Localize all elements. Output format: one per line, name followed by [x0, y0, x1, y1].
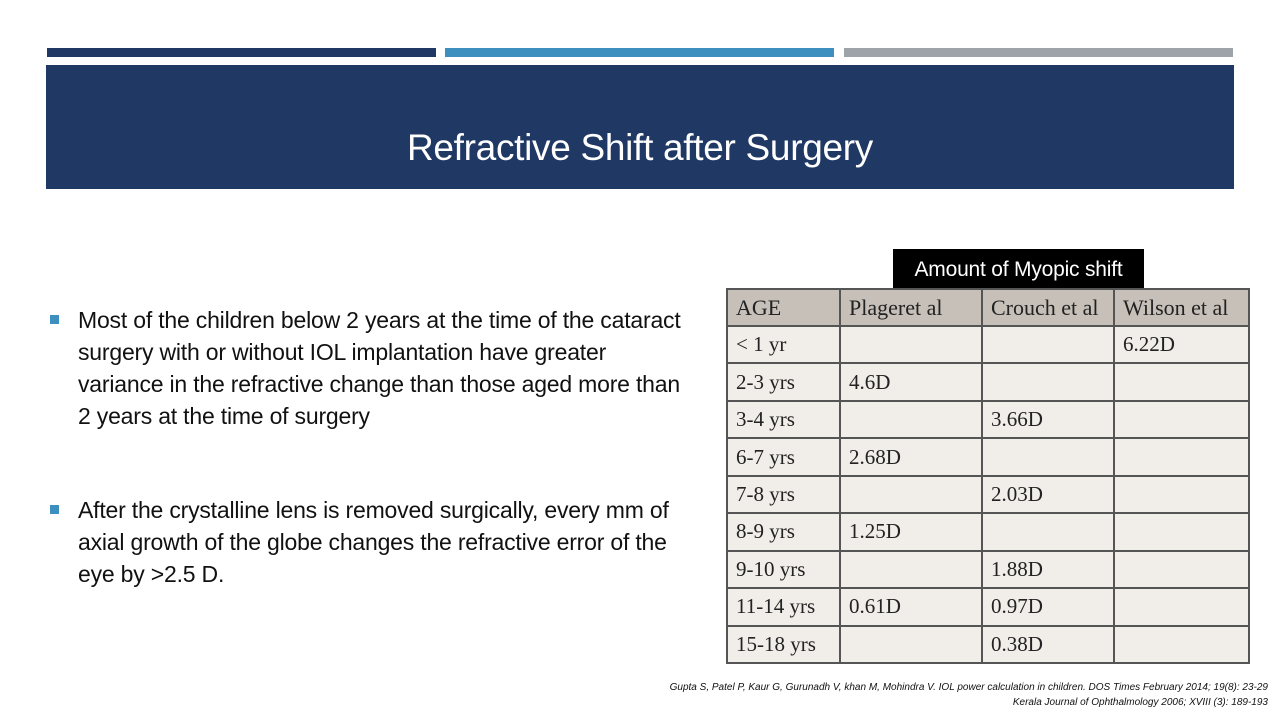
table-cell	[981, 437, 1115, 477]
table-cell	[1113, 587, 1250, 627]
table-cell: 2.03D	[981, 474, 1115, 515]
header-crouch: Crouch et al	[981, 288, 1115, 327]
table-cell: 0.97D	[981, 587, 1115, 627]
reference-line: Gupta S, Patel P, Kaur G, Gurunadh V, kh…	[669, 682, 1268, 693]
table-cell	[1113, 437, 1250, 477]
table-cell	[839, 549, 983, 590]
table-cell	[839, 399, 983, 440]
table-cell	[981, 512, 1115, 552]
bullet-square-icon	[50, 315, 59, 324]
table-cell	[981, 362, 1115, 402]
table-row: 9-10 yrs 1.88D	[726, 549, 1250, 590]
table-row: < 1 yr 6.22D	[726, 324, 1250, 365]
table-cell	[981, 324, 1115, 365]
bullet-item: After the crystalline lens is removed su…	[48, 494, 688, 590]
table-cell	[839, 324, 983, 365]
table-cell: 1.25D	[839, 512, 983, 552]
bullet-item: Most of the children below 2 years at th…	[48, 304, 688, 432]
table-cell: 2.68D	[839, 437, 983, 477]
table-row: 2-3 yrs 4.6D	[726, 362, 1250, 402]
table-cell	[1113, 362, 1250, 402]
header-age: AGE	[726, 288, 841, 327]
table-cell: 3.66D	[981, 399, 1115, 440]
table-cell: 2-3 yrs	[726, 362, 841, 402]
table-cell: 4.6D	[839, 362, 983, 402]
table-row: 11-14 yrs 0.61D 0.97D	[726, 587, 1250, 627]
myopic-shift-table: AGE Plageret al Crouch et al Wilson et a…	[726, 288, 1250, 664]
table-cell: 3-4 yrs	[726, 399, 841, 440]
table-cell: 7-8 yrs	[726, 474, 841, 515]
bullet-list: Most of the children below 2 years at th…	[48, 304, 688, 652]
table-cell	[1113, 624, 1250, 664]
header-wilson: Wilson et al	[1113, 288, 1250, 327]
table-caption: Amount of Myopic shift	[893, 249, 1144, 290]
table-cell: 6.22D	[1113, 324, 1250, 365]
table-cell: 6-7 yrs	[726, 437, 841, 477]
top-stripe-dark	[47, 48, 436, 57]
table-row: 15-18 yrs 0.38D	[726, 624, 1250, 664]
header-plager: Plageret al	[839, 288, 983, 327]
table-cell: 9-10 yrs	[726, 549, 841, 590]
top-stripe-gray	[844, 48, 1233, 57]
table-cell	[1113, 474, 1250, 515]
table-row: 6-7 yrs 2.68D	[726, 437, 1250, 477]
table-cell: 15-18 yrs	[726, 624, 841, 664]
table-row: 8-9 yrs 1.25D	[726, 512, 1250, 552]
bullet-square-icon	[50, 505, 59, 514]
table-cell: 1.88D	[981, 549, 1115, 590]
table-cell	[839, 624, 983, 664]
table-cell	[839, 474, 983, 515]
table-cell: 0.61D	[839, 587, 983, 627]
table-row: 3-4 yrs 3.66D	[726, 399, 1250, 440]
table-cell	[1113, 549, 1250, 590]
reference-line: Kerala Journal of Ophthalmology 2006; XV…	[1012, 697, 1268, 708]
references: Gupta S, Patel P, Kaur G, Gurunadh V, kh…	[670, 680, 1268, 710]
table-cell	[1113, 512, 1250, 552]
table-cell: 0.38D	[981, 624, 1115, 664]
table-cell: < 1 yr	[726, 324, 841, 365]
bullet-text: Most of the children below 2 years at th…	[78, 307, 681, 429]
slide-title: Refractive Shift after Surgery	[406, 127, 874, 168]
table-cell	[1113, 399, 1250, 440]
top-stripe-blue	[445, 48, 834, 57]
bullet-text: After the crystalline lens is removed su…	[78, 497, 669, 587]
title-bar: Refractive Shift after Surgery	[46, 65, 1234, 189]
table-cell: 8-9 yrs	[726, 512, 841, 552]
table-row: 7-8 yrs 2.03D	[726, 474, 1250, 515]
table-cell: 11-14 yrs	[726, 587, 841, 627]
table-header-row: AGE Plageret al Crouch et al Wilson et a…	[726, 288, 1250, 327]
